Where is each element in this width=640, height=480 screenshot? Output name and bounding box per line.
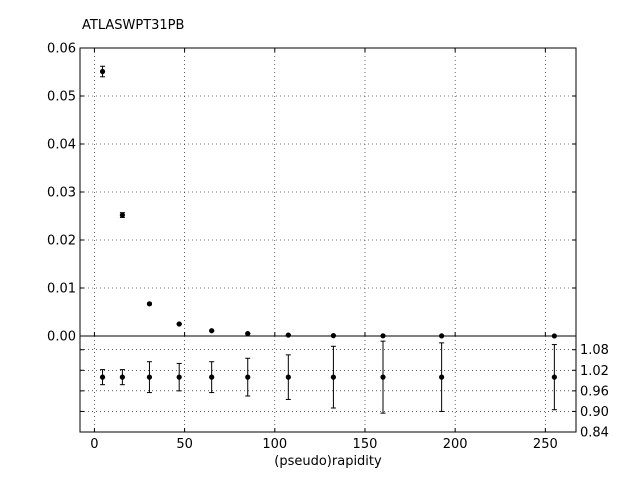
main-point-4 <box>209 328 215 334</box>
main-point-3 <box>176 321 182 327</box>
main-point-0 <box>99 68 106 75</box>
ratio-ytick-label-4: 1.08 <box>580 343 609 358</box>
ratio-point-3 <box>176 374 182 380</box>
ratio-xtick-label-4: 200 <box>443 437 468 452</box>
ratio-plot-frame <box>79 335 577 433</box>
main-panel: 0.00 0.01 0.02 0.03 0.04 0.05 0.06 <box>47 42 577 345</box>
main-grid <box>80 47 576 337</box>
ratio-xtick-label-3: 150 <box>353 437 378 452</box>
x-axis-label: (pseudo)rapidity <box>274 454 382 469</box>
main-point-1 <box>119 212 125 218</box>
ratio-ytick-label-3: 1.02 <box>580 364 609 379</box>
ratio-axis-ticks: 0.84 0.90 0.96 1.02 1.08 0 50 100 150 200 250 <box>80 343 609 452</box>
ratio-point-5 <box>245 374 251 380</box>
main-point-5 <box>245 331 251 337</box>
main-ytick-label-1: 0.01 <box>47 282 76 297</box>
ratio-ytick-label-0: 0.84 <box>580 426 609 441</box>
ratio-point-4 <box>209 374 215 380</box>
ratio-point-8 <box>380 374 386 380</box>
ratio-xtick-label-0: 0 <box>90 437 98 452</box>
ratio-grid <box>80 336 576 433</box>
ratio-xtick-label-5: 250 <box>533 437 558 452</box>
ratio-point-6 <box>285 374 291 380</box>
main-ytick-label-3: 0.03 <box>47 186 76 201</box>
main-ytick-label-4: 0.04 <box>47 138 76 153</box>
main-point-2 <box>146 301 153 307</box>
main-ytick-label-5: 0.05 <box>47 90 76 105</box>
ratio-point-1 <box>119 374 125 380</box>
ratio-xtick-label-2: 100 <box>262 437 287 452</box>
main-ytick-label-0: 0.00 <box>47 330 76 345</box>
ratio-point-7 <box>330 374 337 380</box>
ratio-point-10 <box>551 374 557 380</box>
ratio-point-0 <box>99 374 106 380</box>
ratio-point-9 <box>439 374 445 380</box>
ratio-xtick-label-1: 50 <box>176 437 193 452</box>
main-point-6 <box>285 332 291 338</box>
ratio-point-2 <box>146 374 153 380</box>
chart-title: ATLASWPT31PB <box>82 18 184 33</box>
main-ytick-label-6: 0.06 <box>47 42 76 57</box>
ratio-data-points <box>99 340 557 414</box>
ratio-ytick-label-1: 0.90 <box>580 405 609 420</box>
main-data-points <box>99 65 557 339</box>
ratio-panel: 0.84 0.90 0.96 1.02 1.08 0 50 100 150 200 250 <box>79 335 609 452</box>
ratio-ytick-label-2: 0.96 <box>580 384 609 399</box>
main-ytick-label-2: 0.02 <box>47 234 76 249</box>
main-axis-ticks: 0.00 0.01 0.02 0.03 0.04 0.05 0.06 <box>47 42 576 345</box>
